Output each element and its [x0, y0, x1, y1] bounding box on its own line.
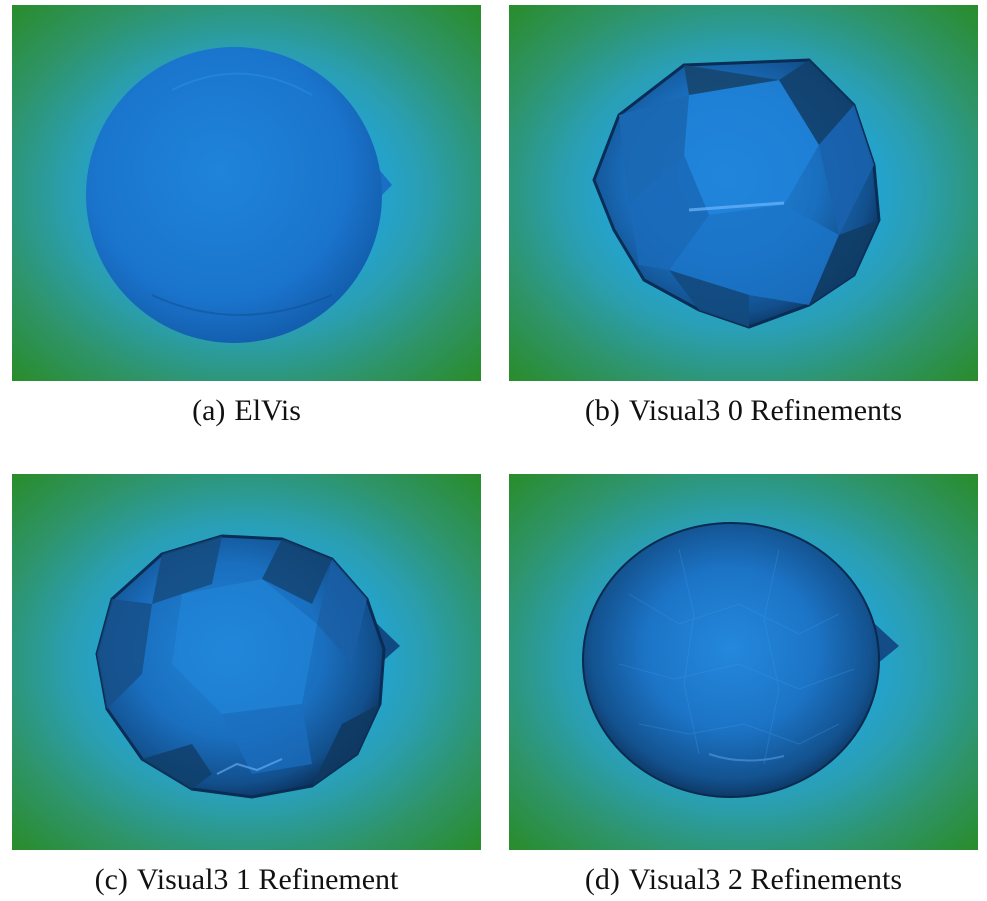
caption-tag-d: (d)	[584, 863, 620, 896]
mesh-facet	[172, 579, 317, 714]
caption-a: (a) ElVis	[12, 393, 481, 429]
mesh-facet	[152, 536, 222, 604]
figure-panel-b	[509, 5, 978, 381]
fine-mesh-lines	[618, 548, 855, 765]
mesh-facet	[312, 704, 380, 786]
mesh-facet	[262, 539, 332, 604]
mesh-facet	[809, 220, 879, 305]
mesh-line	[628, 593, 840, 635]
mesh-facet	[222, 704, 312, 774]
mesh-facet	[669, 205, 839, 305]
mesh-line	[638, 723, 840, 745]
mesh-facet	[629, 155, 709, 270]
mesh-edge-highlight	[216, 758, 283, 775]
surface-highlight	[171, 72, 313, 96]
visual3-2-refinement-render	[509, 474, 978, 850]
elvis-render	[12, 5, 481, 381]
mesh-line	[763, 548, 780, 765]
mesh-facet	[97, 599, 152, 709]
caption-label-d: Visual3 2 Refinements	[628, 863, 903, 896]
mesh-line	[678, 548, 700, 755]
mesh-edge-highlight	[708, 753, 785, 762]
sphere-surface	[86, 47, 382, 343]
mesh-facet	[684, 65, 779, 95]
visual3-0-refinement-render	[509, 5, 978, 381]
caption-label-c: Visual3 1 Refinement	[136, 863, 399, 896]
caption-tag-a: (a)	[192, 394, 226, 427]
mesh-facet	[779, 60, 854, 145]
mesh-edge-highlight	[688, 201, 785, 212]
visual3-1-refinement-render	[12, 474, 481, 850]
fine-sphere-mesh	[582, 522, 880, 798]
figure-panel-d	[509, 474, 978, 850]
caption-label-a: ElVis	[234, 394, 301, 427]
mesh-facet	[317, 559, 367, 664]
caption-d: (d) Visual3 2 Refinements	[509, 862, 978, 898]
mesh-facet	[819, 105, 874, 235]
mesh-facet	[142, 744, 212, 789]
caption-b: (b) Visual3 0 Refinements	[509, 393, 978, 429]
caption-label-b: Visual3 0 Refinements	[628, 394, 903, 427]
figure-panel-c	[12, 474, 481, 850]
mesh-line	[618, 663, 855, 690]
mesh-facet	[619, 95, 689, 205]
caption-tag-c: (c)	[94, 863, 128, 896]
mesh-facet	[669, 270, 749, 327]
surface-seam	[151, 294, 333, 316]
figure-panel-a	[12, 5, 481, 381]
mesh-facet	[684, 80, 819, 215]
caption-c: (c) Visual3 1 Refinement	[12, 862, 481, 898]
caption-tag-b: (b)	[584, 394, 620, 427]
